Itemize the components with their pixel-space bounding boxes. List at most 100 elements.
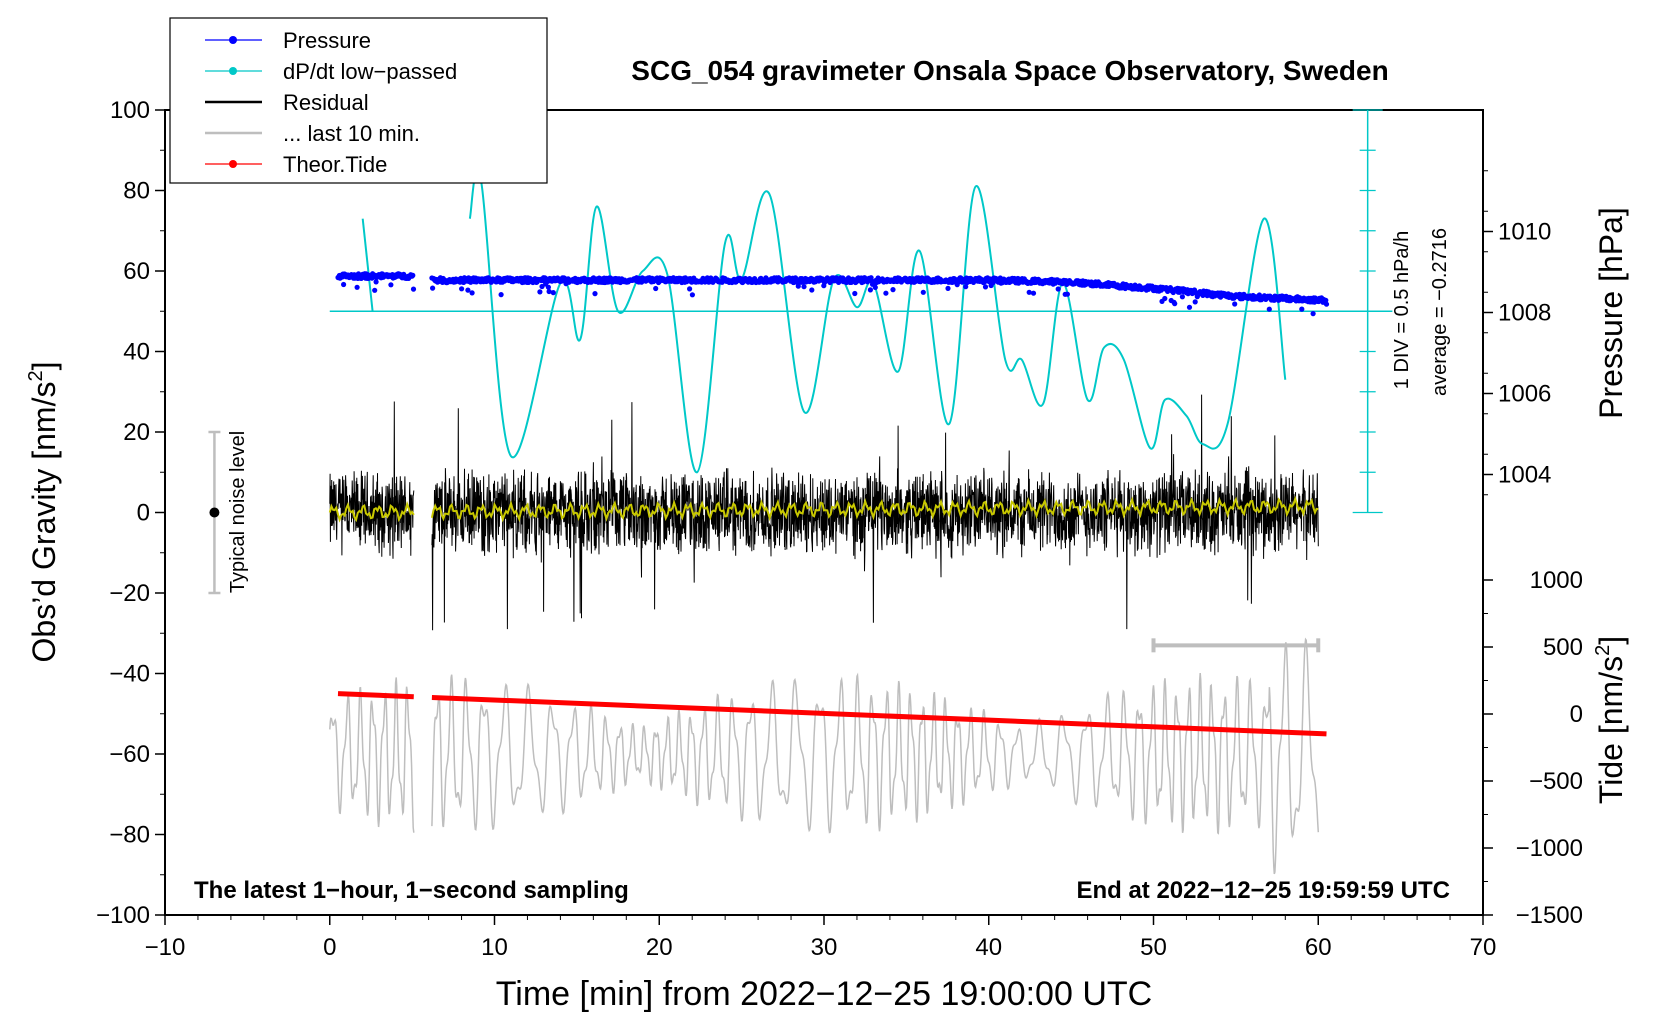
pressure-point — [550, 290, 556, 296]
tide-tick-label: −1500 — [1516, 902, 1583, 929]
pressure-point — [469, 290, 475, 296]
pressure-point — [388, 282, 394, 288]
y-tick-label: 80 — [123, 178, 150, 205]
pressure-point — [1266, 306, 1272, 312]
pressure-point — [1186, 304, 1193, 310]
x-tick-label: 60 — [1305, 934, 1332, 961]
tide-tick-label: 0 — [1570, 701, 1583, 728]
pressure-point — [687, 286, 693, 292]
pressure-point — [465, 287, 471, 293]
tide-tick-label: −1000 — [1516, 835, 1583, 862]
pressure-point — [982, 284, 989, 290]
dpdt-average-text: average = −0.2716 — [1429, 228, 1451, 396]
y-axis-label-tide: Tide [nm/s2] — [1592, 636, 1629, 804]
pressure-point — [883, 290, 889, 296]
x-tick-label: 10 — [481, 934, 508, 961]
noise-bar-center — [209, 507, 220, 518]
tide-tick-label: −500 — [1529, 768, 1583, 795]
pressure-point — [1030, 290, 1037, 296]
y-tick-label: −80 — [109, 822, 150, 849]
x-tick-label: 70 — [1470, 934, 1497, 961]
pressure-point — [1323, 301, 1330, 307]
y-tick-label: 40 — [123, 339, 150, 366]
pressure-point — [1162, 295, 1168, 302]
theor-tide-line — [337, 691, 414, 700]
pressure-point — [341, 281, 347, 288]
pressure-point — [689, 292, 696, 298]
residual-smoothed-line — [328, 495, 1319, 523]
pressure-point — [872, 284, 878, 290]
dpdt-line — [468, 169, 1287, 474]
pressure-point — [430, 285, 436, 291]
x-tick-label: 40 — [975, 934, 1002, 961]
legend-marker — [229, 67, 237, 75]
pressure-point — [1055, 286, 1061, 292]
pressure-point — [1192, 299, 1198, 305]
y-tick-label: 20 — [123, 419, 150, 446]
pressure-point — [945, 285, 951, 291]
y-tick-label: −60 — [109, 741, 150, 768]
pressure-point — [1026, 289, 1032, 295]
x-tick-label: −10 — [145, 934, 186, 961]
legend-label: Theor.Tide — [283, 152, 387, 177]
pressure-point — [809, 287, 815, 293]
pressure-point — [1064, 291, 1070, 297]
pressure-point — [801, 284, 807, 290]
legend-marker — [229, 36, 237, 44]
theor-tide-line — [431, 694, 1327, 737]
y-axis-label-pressure: Pressure [hPa] — [1593, 207, 1629, 419]
tide-tick-label: 500 — [1543, 634, 1583, 661]
legend-marker — [229, 160, 237, 168]
pressure-tick-label: 1010 — [1498, 219, 1551, 246]
pressure-point — [920, 289, 926, 295]
y-tick-label: −20 — [109, 580, 150, 607]
legend-label: ... last 10 min. — [283, 121, 420, 146]
y-axis-label-gravity: Obs’d Gravity [nm/s2] — [25, 362, 62, 663]
pressure-point — [373, 279, 379, 285]
end-time-note: End at 2022−12−25 19:59:59 UTC — [1076, 877, 1450, 904]
data-series — [208, 109, 1393, 875]
pressure-point — [592, 291, 598, 297]
pressure-point — [545, 284, 552, 290]
y-tick-label: 60 — [123, 258, 150, 285]
legend-label: Pressure — [283, 28, 371, 53]
pressure-point — [546, 288, 552, 295]
axes: −10 0 10 20 30 40 50 60 70100806040200−20−40−60−… — [96, 97, 1583, 961]
legend-box — [169, 17, 548, 184]
pressure-point — [459, 286, 465, 292]
x-axis-label: Time [min] from 2022−12−25 19:00:00 UTC — [496, 975, 1152, 1013]
pressure-point — [867, 287, 874, 293]
legend-label: Residual — [283, 90, 369, 115]
legend: Pressure dP/dt low−passed Residual ... last… — [169, 17, 548, 184]
pressure-point — [410, 272, 416, 278]
pressure-tick-label: 1008 — [1498, 300, 1551, 327]
dpdt-scale-text: 1 DIV = 0.5 hPa/h — [1391, 231, 1413, 389]
pressure-point — [537, 289, 543, 295]
pressure-point — [1323, 297, 1329, 303]
sampling-note: The latest 1−hour, 1−second sampling — [194, 877, 629, 904]
pressure-point — [1179, 294, 1185, 300]
legend-label: dP/dt low−passed — [283, 59, 457, 84]
pressure-point — [795, 283, 801, 289]
pressure-point — [1299, 306, 1305, 312]
y-tick-label: 0 — [137, 500, 150, 527]
pressure-point — [410, 286, 417, 292]
pressure-point — [1172, 301, 1178, 307]
last-10-min-line — [329, 637, 1320, 875]
tide-tick-label: 1000 — [1530, 567, 1583, 594]
y-tick-label: 100 — [110, 97, 150, 124]
dpdt-line — [361, 218, 374, 312]
y-tick-label: −100 — [96, 902, 150, 929]
pressure-tick-label: 1004 — [1498, 462, 1551, 489]
x-tick-label: 0 — [323, 934, 336, 961]
pressure-point — [1310, 311, 1316, 317]
chart-title: SCG_054 gravimeter Onsala Space Observat… — [631, 55, 1388, 86]
x-tick-label: 20 — [646, 934, 673, 961]
pressure-point — [1232, 301, 1238, 307]
x-tick-label: 30 — [811, 934, 838, 961]
pressure-point — [890, 287, 896, 293]
pressure-point — [963, 284, 969, 290]
pressure-point — [372, 287, 378, 293]
pressure-point — [354, 284, 360, 290]
